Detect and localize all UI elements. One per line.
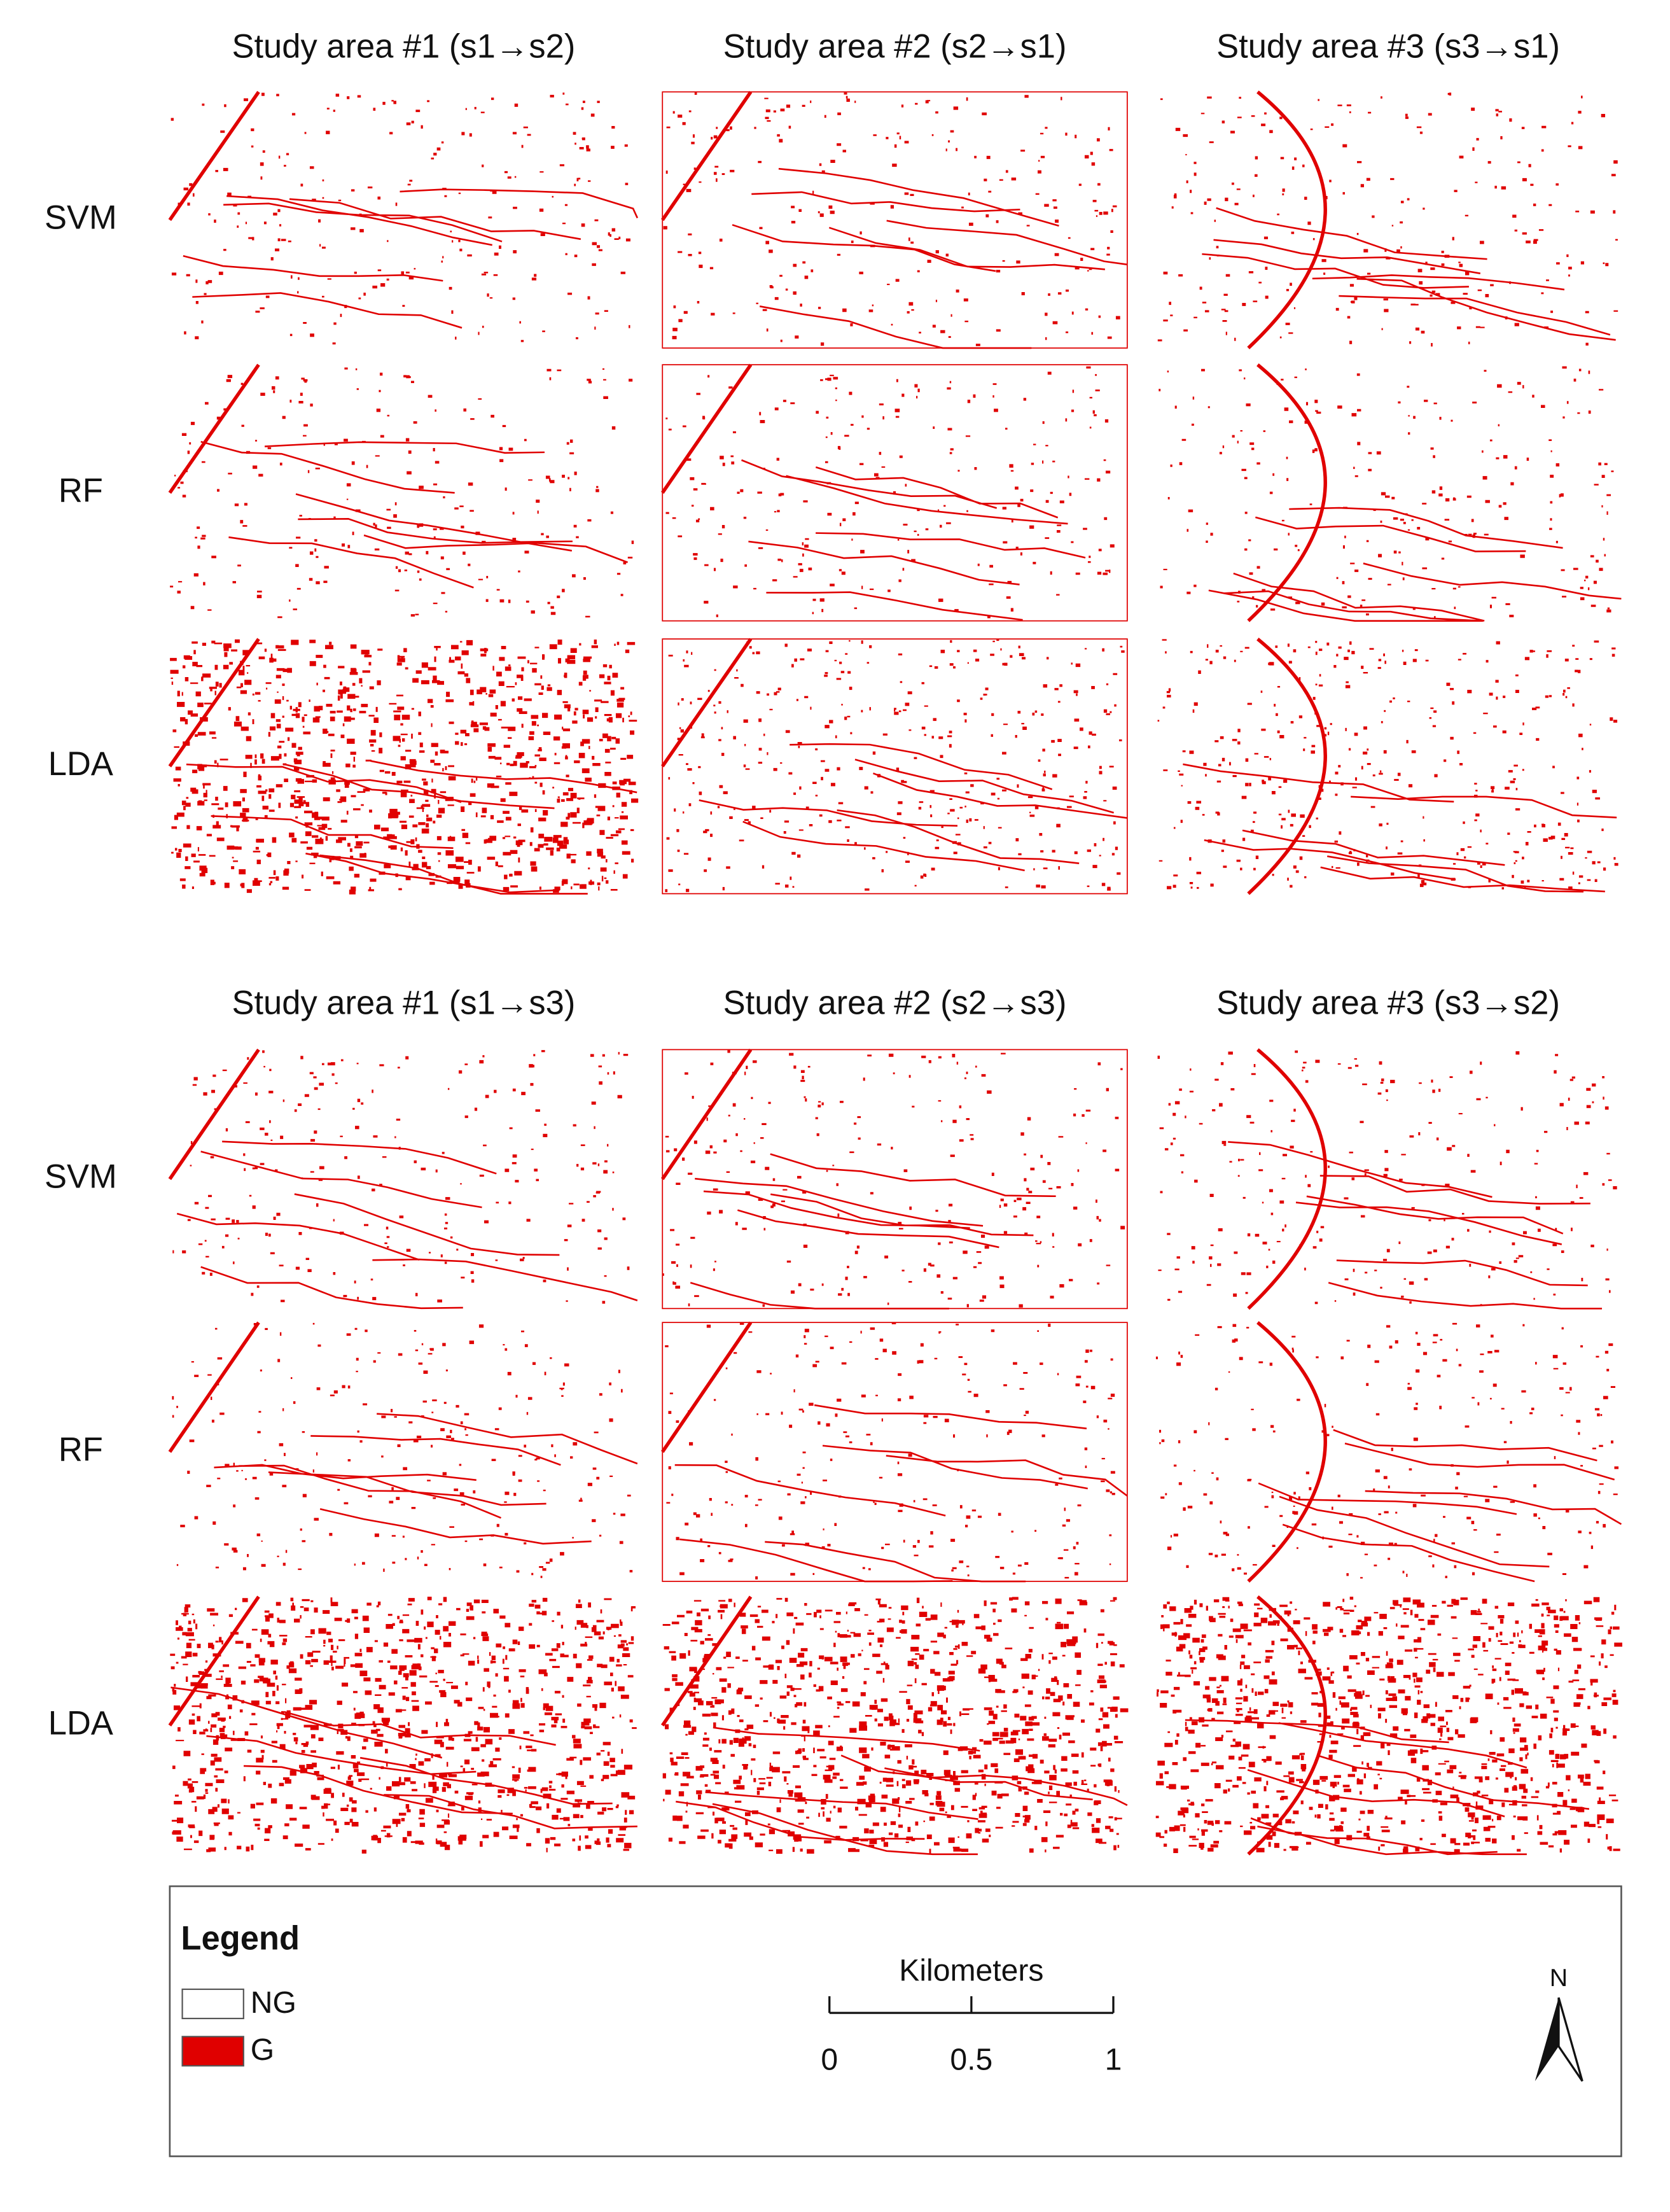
classification-map (660, 1595, 1129, 1856)
scale-tick-label: 0.5 (950, 2042, 992, 2076)
classification-map (660, 1321, 1128, 1583)
map-feature (660, 1321, 753, 1453)
classification-map (1155, 1595, 1622, 1856)
map-feature (200, 440, 629, 589)
classification-map (660, 90, 1128, 349)
map-feature (690, 1153, 1056, 1310)
row-label: RF (59, 472, 103, 509)
column-header: Study area #2 (s2→s3) (723, 984, 1067, 1021)
map-feature (1247, 90, 1327, 349)
classification-map (660, 363, 1128, 622)
map-feature (660, 363, 753, 494)
map-pixels (170, 639, 639, 895)
classification-map (168, 90, 639, 345)
map-feature (674, 1404, 1128, 1583)
column-header: Study area #1 (s1→s2) (232, 27, 575, 65)
map-pixels (662, 1597, 1129, 1854)
column-header: Study area #1 (s1→s3) (232, 984, 575, 1021)
scale-tick-label: 1 (1105, 2042, 1122, 2076)
scale-tick-label: 0 (821, 2042, 838, 2076)
map-feature (183, 188, 639, 329)
legend-swatch-ng (181, 1988, 244, 2019)
legend-swatch-g (181, 2036, 244, 2067)
map-pixels (170, 1597, 637, 1854)
map-feature (168, 90, 260, 221)
map-pixels (665, 639, 1125, 892)
classification-map (660, 1048, 1128, 1310)
map-feature (168, 1048, 260, 1180)
map-feature (1247, 363, 1327, 622)
map-feature (660, 90, 753, 221)
map-feature (1202, 207, 1616, 341)
map-feature (1228, 1141, 1603, 1310)
map-feature (660, 1048, 753, 1180)
classification-map (661, 638, 1128, 895)
map-feature (168, 1595, 260, 1726)
classification-map (168, 1048, 638, 1310)
classification-map (168, 638, 639, 895)
map-feature (741, 459, 1086, 621)
map-feature (661, 638, 753, 767)
column-header: Study area #2 (s2→s1) (723, 27, 1067, 65)
north-label: N (1550, 1964, 1568, 1992)
map-feature (168, 1321, 260, 1453)
legend-box (169, 1885, 1622, 2157)
scale-bar-title: Kilometers (899, 1953, 1043, 1987)
legend-label: NG (251, 1985, 296, 2020)
map-pixels (1155, 1597, 1622, 1854)
column-header: Study area #3 (s3→s1) (1216, 27, 1560, 65)
row-label: LDA (48, 1704, 113, 1742)
row-label: SVM (45, 1158, 117, 1196)
north-arrow-left (1534, 1998, 1559, 2082)
classification-map (1157, 637, 1618, 895)
map-feature (176, 1140, 638, 1310)
row-label: SVM (45, 199, 117, 237)
map-feature (1247, 1321, 1327, 1583)
classification-map (168, 1321, 638, 1578)
map-feature (732, 167, 1128, 349)
classification-map (1157, 1048, 1617, 1310)
map-feature (214, 1413, 638, 1545)
classification-map (1157, 90, 1618, 349)
map-feature (1185, 1719, 1590, 1856)
map-feature (1258, 1429, 1622, 1583)
classification-map (168, 1595, 637, 1854)
row-label: RF (59, 1431, 103, 1468)
legend-label: G (251, 2033, 274, 2067)
map-feature (1247, 1048, 1327, 1310)
legend-title: Legend (181, 1919, 300, 1957)
column-header: Study area #3 (s3→s2) (1216, 984, 1560, 1021)
north-arrow-right (1557, 1997, 1583, 2082)
map-feature (1208, 507, 1622, 622)
scale-bar: 0 0.5 1 (821, 1996, 1122, 2076)
map-feature (1183, 763, 1617, 893)
classification-map (168, 363, 634, 619)
panels: Study area #1 (s1→s2) Study area #2 (s2→s… (45, 27, 1622, 1856)
map-feature (1247, 637, 1327, 895)
classification-map (1155, 1321, 1622, 1583)
classification-map (1159, 363, 1622, 622)
row-label: LDA (48, 745, 113, 783)
